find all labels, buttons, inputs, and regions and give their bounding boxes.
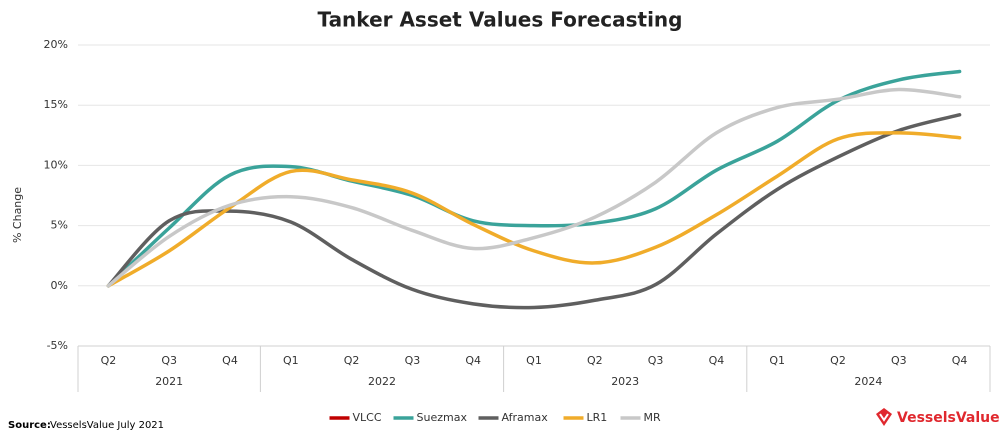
x-tick-label: Q1 xyxy=(526,354,542,367)
brand-logo: VesselsValue xyxy=(876,408,1000,426)
x-tick-label: Q3 xyxy=(648,354,664,367)
x-tick-label: Q2 xyxy=(587,354,603,367)
y-tick-label: -5% xyxy=(47,339,68,352)
y-tick-label: 20% xyxy=(44,38,68,51)
source: VesselsValue July 2021 xyxy=(50,420,164,431)
series-line xyxy=(106,69,962,288)
legend-label: Suezmax xyxy=(417,411,468,424)
y-tick-label: 0% xyxy=(51,279,68,292)
chart-title: Tanker Asset Values Forecasting xyxy=(318,8,683,32)
x-group-label: 2022 xyxy=(368,375,396,388)
x-tick-label: Q3 xyxy=(891,354,907,367)
legend-label: VLCC xyxy=(353,411,382,424)
x-tick-label: Q4 xyxy=(465,354,481,367)
legend-label: MR xyxy=(644,411,661,424)
x-group-label: 2024 xyxy=(854,375,882,388)
x-group-label: 2021 xyxy=(155,375,183,388)
y-tick-label: 10% xyxy=(44,158,68,171)
x-tick-label: Q1 xyxy=(283,354,299,367)
brand: VesselsValue xyxy=(897,410,1000,426)
legend-label: LR1 xyxy=(587,411,608,424)
series-line xyxy=(106,131,962,288)
y-tick-label: 15% xyxy=(44,98,68,111)
x-tick-label: Q4 xyxy=(952,354,968,367)
x-tick-label: Q1 xyxy=(769,354,785,367)
x-tick-label: Q3 xyxy=(405,354,421,367)
series-line xyxy=(106,113,962,310)
legend-label: Aframax xyxy=(502,411,549,424)
x-group-label: 2023 xyxy=(611,375,639,388)
x-tick-label: Q4 xyxy=(222,354,238,367)
series-line xyxy=(106,87,962,288)
x-tick-label: Q2 xyxy=(830,354,846,367)
y-tick-label: 5% xyxy=(51,219,68,232)
x-tick-label: Q2 xyxy=(344,354,360,367)
x-tick-label: Q4 xyxy=(709,354,725,367)
source-label: Source: xyxy=(8,420,51,431)
x-tick-label: Q3 xyxy=(161,354,177,367)
y-axis-label: % Change xyxy=(11,187,24,243)
x-tick-label: Q2 xyxy=(101,354,117,367)
